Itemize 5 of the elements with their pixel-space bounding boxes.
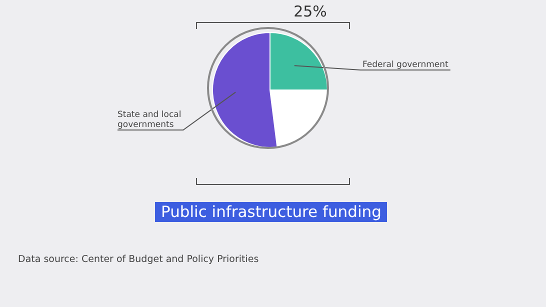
data-label: 25% [294,2,327,20]
text: Public infrastructure funding [155,202,388,222]
slice-label: Federal government [362,60,450,70]
slice-label: State and local governments [118,110,182,130]
source-note: Data source: Center of Budget and Policy Priorities [18,254,259,265]
